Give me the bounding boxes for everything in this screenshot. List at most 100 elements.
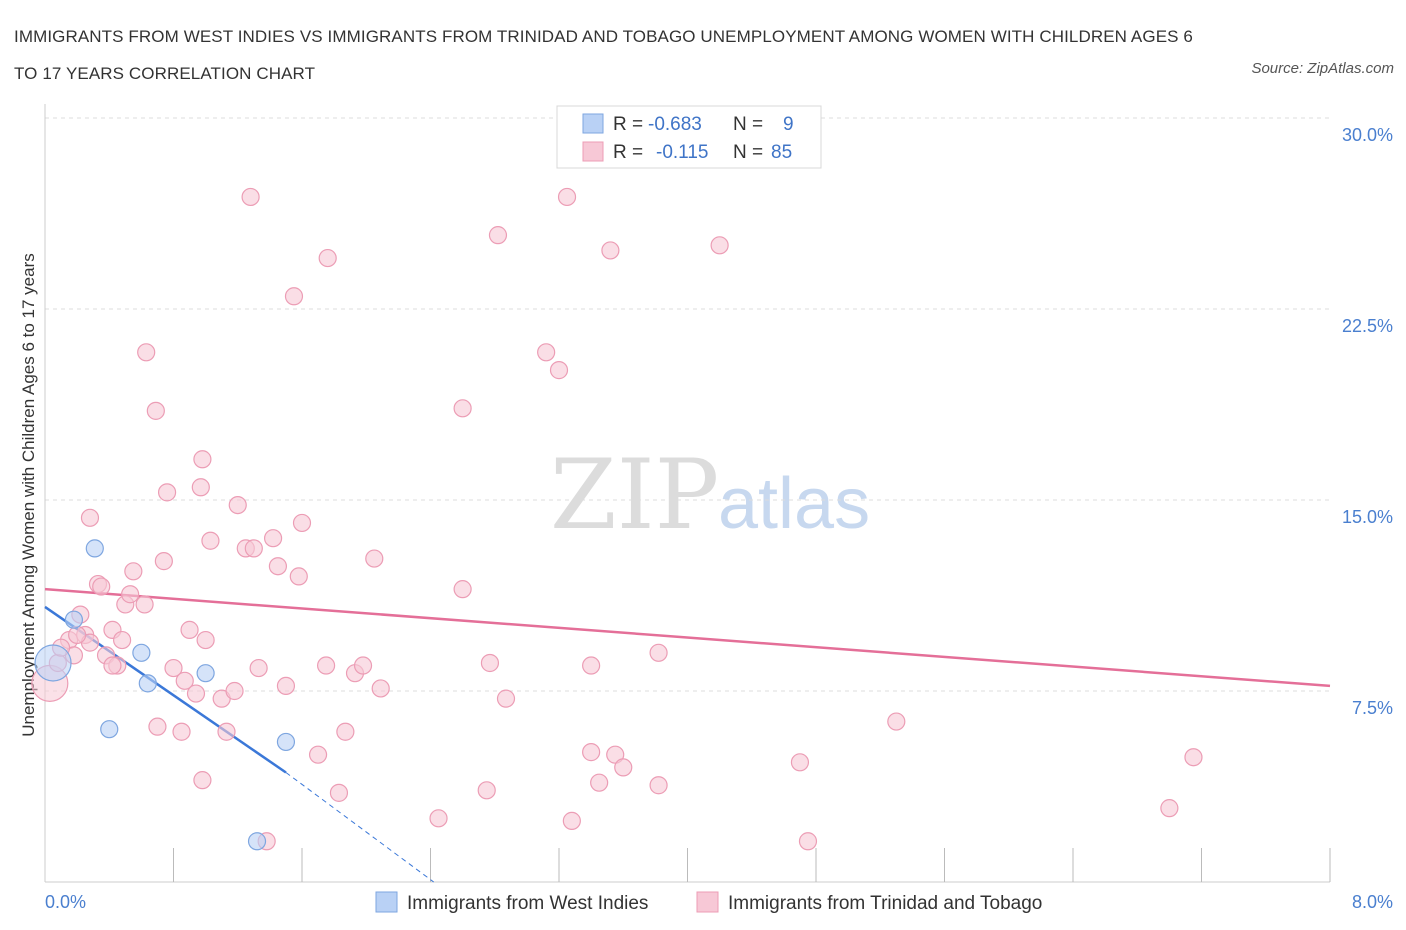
trinidad-point-72 [614,758,633,777]
trinidad-point-40 [137,343,156,362]
x-tick-label-min: 0.0% [45,892,86,912]
trend-lines [44,587,1331,883]
trinidad-point-36 [276,676,296,696]
legend-r-value-2: -0.115 [656,142,708,163]
legend-n-label-1: N = [733,114,763,135]
trinidad-point-23 [180,620,199,639]
trinidad-point-47 [318,248,337,268]
trinidad-point-27 [196,630,215,650]
trinidad-point-22 [175,671,194,690]
west-indies-point-5 [196,664,215,683]
bottom-legend-label-trinidad: Immigrants from Trinidad and Tobago [728,893,1042,914]
trinidad-point-34 [263,529,283,548]
legend-r-label-2: R = [613,142,643,163]
trinidad-point-53 [353,656,373,675]
trinidad-point-15 [124,562,143,581]
y-tick-label-2: 22.5% [1342,316,1393,336]
trinidad-point-29 [217,722,236,741]
trinidad-point-74 [649,643,668,662]
west-indies-point-7 [276,732,296,752]
trinidad-point-33 [249,658,268,678]
west-indies-point-1 [85,539,104,558]
trinidad-point-31 [228,495,247,515]
series-west-indies-points [34,539,296,851]
trinidad-point-70 [601,241,620,260]
trinidad-point-61 [488,226,508,245]
trinidad-point-42 [193,450,212,469]
watermark-zip: ZIP [550,439,719,551]
bottom-legend-label-west-indies: Immigrants from West Indies [407,893,648,914]
west-indies-point-6 [100,720,119,739]
trinidad-point-18 [154,552,173,571]
trinidad-point-12 [112,630,132,650]
trend-line-west-indies-extension [285,772,435,883]
west-indies-point-2 [64,610,84,629]
trinidad-point-21 [172,722,191,741]
trinidad-point-14 [121,585,140,604]
y-tick-label-1: 15.0% [1342,507,1393,527]
trinidad-point-19 [157,483,177,502]
source-label: Source: ZipAtlas.com [1251,60,1394,77]
trinidad-point-75 [710,236,729,255]
trinidad-point-78 [887,712,906,731]
legend-r-label-1: R = [613,114,643,135]
bottom-legend: Immigrants from West Indies Immigrants f… [375,891,1042,914]
trinidad-point-58 [453,399,472,418]
trinidad-point-49 [316,656,336,675]
trinidad-point-8 [92,577,111,596]
trinidad-point-56 [429,809,448,828]
trinidad-point-20 [164,658,183,678]
x-tick-label-max: 8.0% [1352,892,1393,912]
watermark-atlas: atlas [718,464,870,544]
trinidad-point-76 [790,753,810,772]
y-tick-labels: 7.5% 15.0% 22.5% 30.0% [1342,125,1393,718]
series-trinidad-points [31,187,1203,851]
legend-n-label-2: N = [733,142,763,163]
trinidad-point-37 [289,567,308,586]
legend-swatch-blue [582,113,604,134]
trinidad-point-62 [496,689,516,708]
trinidad-point-66 [562,811,581,830]
trinidad-point-80 [1184,748,1203,767]
grid-lines [45,117,1330,692]
trinidad-point-63 [537,343,556,362]
trinidad-point-17 [148,717,167,736]
legend-n-value-2: 85 [771,142,792,163]
trinidad-point-60 [480,653,500,673]
trinidad-point-44 [244,539,263,558]
trinidad-point-38 [292,513,312,533]
trinidad-point-25 [193,771,212,790]
y-tick-label-3: 30.0% [1342,125,1393,145]
trinidad-point-73 [649,776,668,795]
axes [44,104,1331,883]
legend-swatch-pink [582,141,604,162]
trinidad-point-54 [365,549,384,568]
trinidad-point-43 [191,478,210,497]
trinidad-point-59 [477,781,496,800]
trinidad-point-65 [557,187,577,207]
trinidad-point-30 [225,681,244,701]
trinidad-point-41 [146,401,165,420]
trend-line-trinidad [44,587,1331,688]
trinidad-point-35 [268,557,288,576]
trinidad-point-77 [798,832,818,851]
trinidad-point-55 [371,679,390,698]
trinidad-point-69 [590,773,609,792]
trinidad-point-39 [80,508,100,527]
trinidad-point-84 [103,656,122,675]
legend-n-value-1: 9 [783,114,794,135]
trinidad-point-51 [336,722,355,741]
trinidad-point-50 [329,783,349,802]
bottom-legend-swatch-blue [375,891,398,913]
trinidad-point-64 [549,361,569,380]
legend-r-value-1: -0.683 [648,114,702,135]
y-axis-label: Unemployment Among Women with Children A… [19,253,38,737]
bottom-legend-swatch-pink [696,891,719,913]
trinidad-point-79 [1160,799,1179,818]
trinidad-point-46 [284,287,304,306]
west-indies-point-4 [138,674,157,693]
trinidad-point-26 [201,531,220,550]
chart-title: IMMIGRANTS FROM WEST INDIES VS IMMIGRANT… [14,27,1193,83]
trinidad-point-68 [582,656,601,675]
